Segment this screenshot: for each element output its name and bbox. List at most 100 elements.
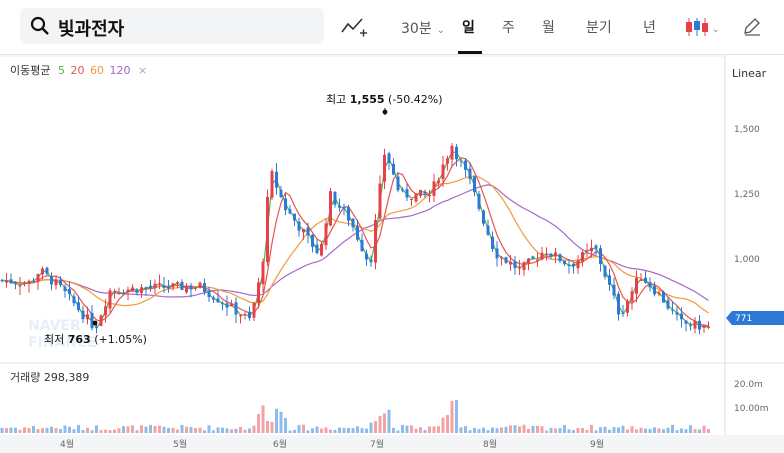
- volume-bar: [626, 429, 629, 433]
- candle-body: [81, 310, 85, 320]
- volume-bar: [5, 428, 8, 433]
- candle-body: [423, 191, 427, 194]
- search-box[interactable]: 빛과전자: [20, 8, 324, 44]
- candle-body: [216, 298, 220, 303]
- volume-bar: [662, 429, 665, 433]
- candle-body: [158, 283, 161, 285]
- ma-60-line: [1, 175, 709, 314]
- candle-body: [302, 228, 305, 233]
- low-label: 최저: [44, 333, 64, 346]
- volume-bar: [410, 425, 413, 433]
- candle-body: [653, 286, 656, 295]
- interval-select[interactable]: 30분 ⌄: [401, 18, 445, 38]
- svg-text:최저 763 (+1.05%): 최저 763 (+1.05%): [44, 333, 147, 346]
- candle-body: [68, 288, 71, 294]
- candle-body: [149, 285, 152, 288]
- ma-120-label[interactable]: 120: [109, 64, 131, 77]
- candle-body: [266, 196, 269, 263]
- candle-body: [297, 221, 301, 231]
- candle-body: [342, 206, 346, 209]
- candle-body: [473, 176, 476, 193]
- search-query[interactable]: 빛과전자: [58, 19, 125, 40]
- candlestick-icon[interactable]: ⌄: [684, 16, 718, 38]
- ma-5-label[interactable]: 5: [57, 64, 65, 77]
- volume-bar: [279, 411, 283, 433]
- volume-bar: [243, 429, 247, 433]
- scale-type-select[interactable]: Linear: [732, 67, 767, 80]
- volume-bar: [162, 426, 166, 433]
- volume-bar: [644, 428, 647, 433]
- trend-line-icon[interactable]: [340, 14, 368, 38]
- low-annotation: 최저 763 (+1.05%): [44, 320, 147, 346]
- volume-bar: [239, 426, 242, 433]
- x-tick-label: 4월: [60, 438, 74, 450]
- candle-body: [531, 256, 535, 259]
- tab-week[interactable]: 주: [502, 20, 515, 36]
- candle-body: [401, 189, 404, 191]
- candle-body: [86, 314, 89, 320]
- candle-body: [36, 274, 40, 282]
- volume-value: 298,389: [43, 371, 90, 384]
- volume-bar: [491, 427, 494, 433]
- volume-bar: [666, 427, 670, 433]
- candle-body: [252, 303, 256, 318]
- tab-quarter[interactable]: 분기: [586, 20, 612, 36]
- last-price-tag: 771: [726, 311, 784, 325]
- volume-bar: [392, 427, 395, 433]
- candle-body: [221, 303, 224, 305]
- volume-bar: [27, 427, 31, 433]
- ma-20-label[interactable]: 20: [70, 64, 85, 77]
- candle-body: [684, 320, 688, 324]
- volume-bar: [495, 428, 499, 433]
- candle-body: [59, 279, 62, 285]
- volume-bar: [347, 427, 350, 433]
- volume-bar: [446, 415, 449, 433]
- volume-bar: [338, 427, 341, 433]
- candle-body: [378, 183, 382, 219]
- candle-body: [450, 145, 454, 160]
- candle-body: [311, 234, 314, 247]
- candle-body: [500, 257, 503, 259]
- volume-bar: [207, 425, 211, 433]
- candle-body: [99, 315, 103, 326]
- candle-body: [635, 277, 638, 294]
- volume-bar: [599, 427, 602, 433]
- candle-body: [117, 293, 121, 295]
- candle-body: [689, 325, 692, 327]
- candle-body: [338, 205, 341, 208]
- candle-body: [234, 302, 238, 315]
- candle-body: [153, 283, 157, 289]
- candle-body: [419, 189, 422, 196]
- candle-body: [50, 276, 53, 285]
- volume-bar: [221, 427, 224, 433]
- ma-60-label[interactable]: 60: [89, 64, 104, 77]
- svg-text:최고 1,555 (-50.42%): 최고 1,555 (-50.42%): [326, 93, 443, 106]
- volume-bar: [333, 429, 337, 433]
- candle-body: [351, 218, 355, 228]
- tab-month[interactable]: 월: [542, 20, 555, 36]
- volume-bar: [356, 426, 359, 433]
- volume-bar: [419, 427, 422, 433]
- candle-body: [504, 257, 508, 263]
- candle-body: [180, 282, 184, 290]
- volume-bar: [648, 428, 652, 433]
- candle-body: [599, 248, 602, 265]
- volume-bar: [306, 430, 310, 433]
- tab-day[interactable]: 일: [462, 20, 475, 36]
- candle-body: [702, 325, 706, 328]
- candle-body: [257, 282, 260, 303]
- volume-bar: [0, 427, 4, 433]
- volume-bar: [41, 428, 44, 433]
- tab-year[interactable]: 년: [643, 20, 656, 36]
- volume-bar: [693, 429, 697, 433]
- volume-bar: [329, 429, 332, 433]
- ma-20-line: [1, 157, 709, 327]
- volume-bar: [270, 421, 274, 433]
- candle-body: [410, 199, 413, 201]
- candle-body: [261, 261, 265, 285]
- close-icon[interactable]: ×: [137, 64, 148, 77]
- pen-icon[interactable]: [742, 16, 762, 36]
- candle-body: [464, 160, 467, 170]
- candle-body: [14, 282, 17, 285]
- volume-bar: [509, 425, 512, 433]
